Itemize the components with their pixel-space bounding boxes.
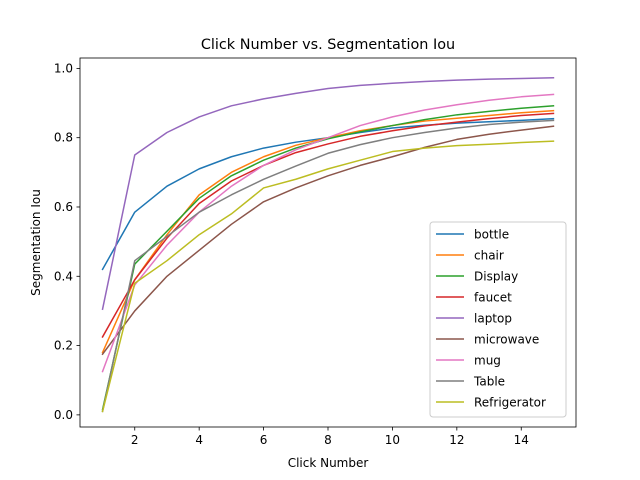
x-axis-label: Click Number bbox=[288, 456, 369, 470]
x-tick-label: 10 bbox=[385, 433, 400, 447]
legend-label: laptop bbox=[474, 312, 512, 326]
y-tick-label: 0.8 bbox=[54, 131, 73, 145]
legend-box bbox=[429, 221, 567, 418]
legend: bottle chair Display faucet laptop microwave m… bbox=[429, 221, 567, 418]
chart-title: Click Number vs. Segmentation Iou bbox=[201, 37, 455, 53]
legend-label: Refrigerator bbox=[474, 396, 546, 410]
y-tick-label: 0.6 bbox=[54, 200, 73, 214]
y-tick-label: 0.2 bbox=[54, 339, 73, 353]
legend-label: chair bbox=[474, 249, 504, 263]
legend-label: microwave bbox=[474, 333, 539, 347]
series-line-refrigerator bbox=[101, 140, 555, 413]
series-line-microwave bbox=[101, 125, 555, 356]
series-line-display bbox=[101, 105, 555, 411]
legend-label: Table bbox=[473, 375, 505, 389]
y-tick-label: 0.0 bbox=[54, 408, 73, 422]
y-tick-label: 0.4 bbox=[54, 269, 73, 283]
y-axis-label: Segmentation Iou bbox=[29, 189, 43, 296]
legend-label: bottle bbox=[474, 228, 509, 242]
y-axis: 0.0 0.2 0.4 0.6 0.8 1.0 bbox=[54, 61, 80, 422]
series-lines bbox=[101, 76, 555, 413]
series-line-table bbox=[101, 119, 555, 413]
legend-label: Display bbox=[474, 270, 518, 284]
legend-label: faucet bbox=[474, 291, 512, 305]
x-tick-label: 4 bbox=[195, 433, 203, 447]
x-tick-label: 6 bbox=[260, 433, 268, 447]
series-line-mug bbox=[101, 93, 555, 373]
x-tick-label: 2 bbox=[131, 433, 139, 447]
x-tick-label: 14 bbox=[514, 433, 529, 447]
legend-label: mug bbox=[474, 354, 501, 368]
x-axis: 2 4 6 8 10 12 14 bbox=[131, 427, 529, 447]
series-line-faucet bbox=[101, 112, 555, 338]
x-tick-label: 8 bbox=[324, 433, 332, 447]
y-tick-label: 1.0 bbox=[54, 61, 73, 75]
x-tick-label: 12 bbox=[449, 433, 464, 447]
series-line-laptop bbox=[101, 76, 555, 311]
